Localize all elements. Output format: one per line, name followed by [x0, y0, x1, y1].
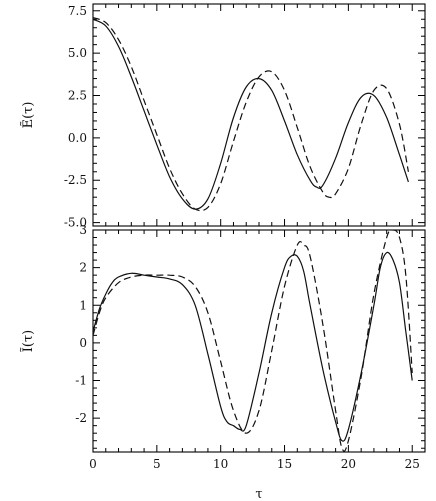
top-ytick-label: 7.5: [68, 4, 87, 18]
bottom-ytick-label: 0: [79, 336, 87, 350]
x-tick-label: 10: [213, 457, 228, 471]
x-tick-label: 20: [341, 457, 356, 471]
top-ytick-label: -2.5: [64, 173, 87, 187]
x-axis-label: τ: [255, 487, 262, 501]
x-tick-label: 15: [277, 457, 292, 471]
bottom-series-solid: [93, 251, 413, 442]
top-ytick-label: 0.0: [68, 131, 87, 145]
bottom-ytick-label: 3: [79, 223, 87, 237]
bottom-ytick-label: -1: [75, 374, 87, 388]
x-tick-label: 25: [405, 457, 420, 471]
x-tick-label: 0: [89, 457, 97, 471]
top-series-dashed: [93, 17, 409, 212]
bottom-panel-frame: [92, 229, 426, 453]
top-panel-frame: [92, 3, 426, 227]
bottom-ytick-label: 1: [79, 298, 87, 312]
bottom-ytick-label: 2: [79, 261, 87, 275]
bottom-ytick-label: -2: [75, 411, 87, 425]
top-ytick-label: 2.5: [68, 89, 87, 103]
top-panel: 7.5 5.0 2.5 0.0 -2.5 -5.0: [64, 3, 426, 230]
top-ytick-label: -5.0: [64, 216, 87, 230]
bottom-panel-ylabel: Ĩ(τ): [20, 330, 36, 352]
top-ytick-label: 5.0: [68, 46, 87, 60]
top-series-solid: [93, 18, 409, 210]
x-tick-label: 5: [153, 457, 161, 471]
bottom-series-dashed: [93, 230, 413, 452]
top-panel-ylabel: Ẽ(τ): [20, 102, 36, 129]
